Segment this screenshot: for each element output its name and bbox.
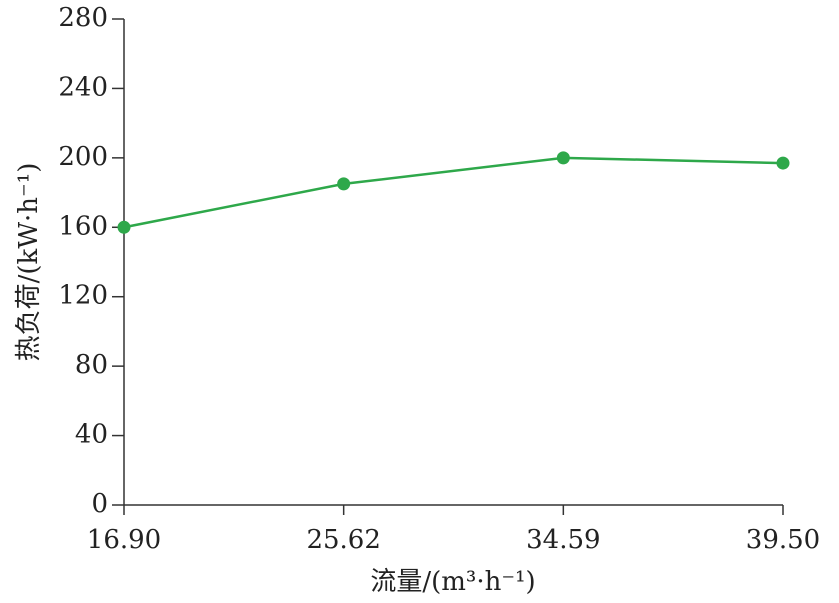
x-tick-label: 34.59 xyxy=(526,525,600,555)
y-tick-label: 40 xyxy=(75,420,108,450)
data-point xyxy=(337,177,351,191)
x-tick-label: 16.90 xyxy=(87,525,161,555)
y-tick-label: 240 xyxy=(58,72,108,102)
y-tick-label: 160 xyxy=(58,211,108,241)
data-point xyxy=(556,151,570,165)
x-tick-label: 39.50 xyxy=(746,525,820,555)
y-tick-label: 200 xyxy=(58,142,108,172)
x-tick-label: 25.62 xyxy=(306,525,380,555)
y-tick-label: 280 xyxy=(58,3,108,33)
x-axis-label: 流量/(m³·h⁻¹) xyxy=(370,567,535,597)
y-tick-label: 120 xyxy=(58,281,108,311)
y-tick-label: 0 xyxy=(91,489,108,519)
data-point xyxy=(117,220,131,234)
y-tick-label: 80 xyxy=(75,350,108,380)
data-point xyxy=(776,156,790,170)
y-axis-label: 热负荷/(kW·h⁻¹) xyxy=(14,163,44,362)
data-line xyxy=(123,156,784,229)
